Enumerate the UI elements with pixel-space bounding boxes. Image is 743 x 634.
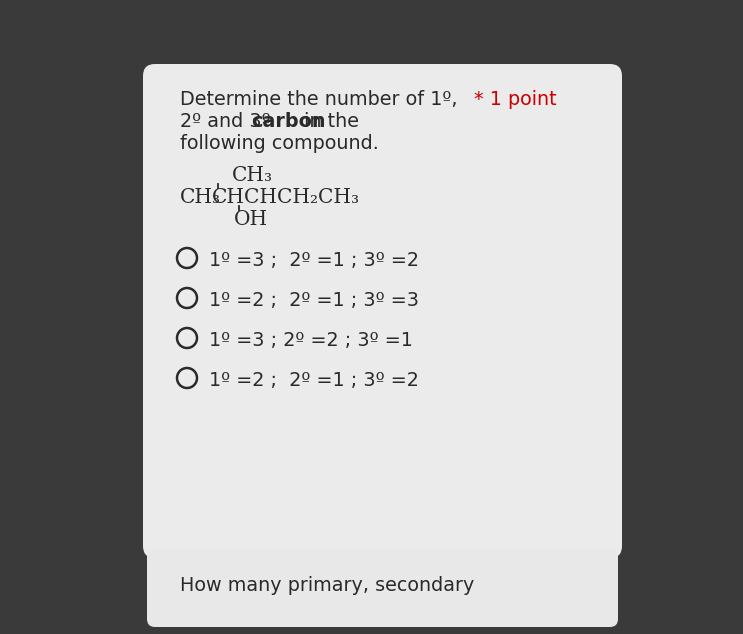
Text: following compound.: following compound. [180,134,379,153]
Text: 1º =2 ;  2º =1 ; 3º =3: 1º =2 ; 2º =1 ; 3º =3 [209,291,419,310]
Text: Determine the number of 1º,: Determine the number of 1º, [180,90,458,109]
Text: 1º =2 ;  2º =1 ; 3º =2: 1º =2 ; 2º =1 ; 3º =2 [209,371,419,390]
FancyBboxPatch shape [143,64,622,558]
Text: 1º =3 ;  2º =1 ; 3º =2: 1º =3 ; 2º =1 ; 3º =2 [209,251,419,270]
Text: OH: OH [234,210,268,229]
Text: 1º =3 ; 2º =2 ; 3º =1: 1º =3 ; 2º =2 ; 3º =1 [209,331,413,350]
Text: CHCHCH₂CH₃: CHCHCH₂CH₃ [212,188,360,207]
Text: CH₃: CH₃ [232,166,273,185]
Text: CH₃: CH₃ [180,188,221,207]
FancyBboxPatch shape [147,549,618,627]
Text: carbon: carbon [251,112,325,131]
Text: How many primary, secondary: How many primary, secondary [180,576,474,595]
Text: 2º and 3º: 2º and 3º [180,112,276,131]
Text: in the: in the [298,112,359,131]
Text: * 1 point: * 1 point [474,90,557,109]
